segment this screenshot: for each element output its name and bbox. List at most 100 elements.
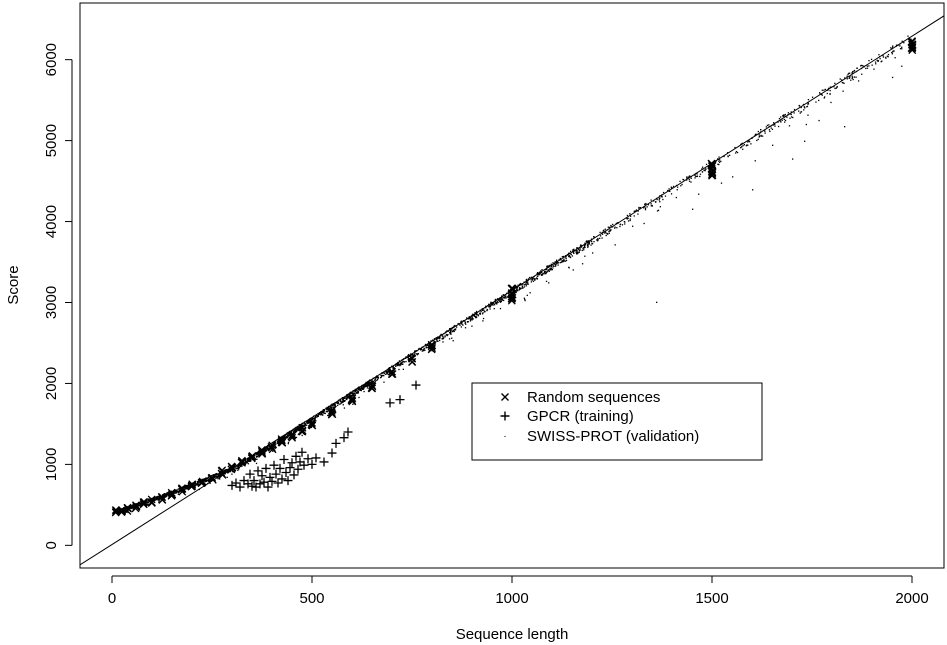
swiss-prot-point (849, 77, 851, 79)
swiss-prot-point (504, 295, 507, 298)
swiss-prot-point (842, 81, 844, 84)
swiss-prot-point (440, 333, 442, 336)
swiss-prot-point (745, 145, 748, 147)
random-sequence-point (147, 498, 156, 507)
swiss-prot-point (318, 413, 321, 415)
swiss-prot-point (493, 302, 495, 304)
swiss-prot-point (496, 298, 499, 300)
swiss-prot-point (250, 460, 252, 462)
swiss-prot-point (747, 141, 749, 143)
swiss-prot-point (517, 289, 519, 291)
swiss-prot-point (217, 478, 219, 480)
swiss-prot-point (576, 250, 578, 252)
random-sequence-point (228, 463, 237, 472)
swiss-prot-point (545, 269, 547, 271)
swiss-prot-point (669, 190, 671, 193)
swiss-prot-point (527, 281, 529, 283)
swiss-prot-point (345, 398, 347, 400)
swiss-prot-point (535, 277, 538, 279)
swiss-prot-point (524, 299, 526, 302)
swiss-prot-point (848, 72, 850, 75)
swiss-prot-point (629, 215, 632, 217)
swiss-prot-point (748, 140, 750, 143)
swiss-prot-point (792, 116, 794, 119)
swiss-prot-point (397, 363, 400, 365)
swiss-prot-point (758, 134, 760, 136)
swiss-prot-point (501, 298, 503, 300)
swiss-prot-point (515, 289, 517, 292)
swiss-prot-point (414, 352, 416, 354)
swiss-prot-point (546, 271, 549, 273)
swiss-prot-point (579, 249, 581, 251)
swiss-prot-point (786, 116, 788, 118)
swiss-prot-point (321, 410, 324, 413)
swiss-prot-point (407, 356, 409, 359)
swiss-prot-point (821, 89, 823, 91)
swiss-prot-point (455, 328, 457, 330)
swiss-prot-point (275, 446, 277, 449)
swiss-prot-point (743, 144, 746, 146)
swiss-prot-point (610, 225, 612, 227)
swiss-prot-point (444, 336, 446, 338)
swiss-prot-point (469, 317, 471, 319)
swiss-prot-point (537, 273, 539, 276)
swiss-prot-point (403, 361, 406, 363)
swiss-prot-point (247, 463, 250, 465)
swiss-prot-point (320, 412, 322, 414)
gpcr-point (293, 464, 303, 474)
swiss-prot-point (629, 218, 631, 220)
swiss-prot-point (375, 376, 377, 379)
swiss-prot-point (679, 180, 681, 183)
swiss-prot-point (452, 329, 454, 331)
swiss-prot-point (805, 123, 808, 126)
swiss-prot-point (366, 385, 369, 387)
random-sequence-point (123, 507, 132, 515)
swiss-prot-point (420, 348, 422, 350)
swiss-prot-point (569, 250, 572, 253)
swiss-prot-point (386, 370, 389, 373)
swiss-prot-point (411, 353, 414, 356)
swiss-prot-point (244, 460, 247, 462)
swiss-prot-point (499, 300, 501, 303)
swiss-prot-point (465, 323, 467, 325)
random-sequence-point (367, 383, 376, 392)
random-sequence-point (157, 492, 166, 501)
swiss-prot-point (195, 482, 197, 485)
swiss-prot-point (371, 381, 373, 383)
swiss-prot-point (517, 284, 519, 286)
swiss-prot-point (526, 294, 528, 296)
swiss-prot-point (718, 160, 720, 162)
swiss-prot-point (392, 367, 394, 370)
swiss-prot-point (769, 130, 771, 133)
swiss-prot-point (563, 260, 565, 262)
swiss-prot-point (499, 307, 502, 310)
swiss-prot-point (384, 373, 387, 375)
random-sequence-point (238, 457, 247, 466)
swiss-prot-point (287, 435, 289, 438)
swiss-prot-point (130, 507, 133, 510)
swiss-prot-point (342, 400, 345, 402)
swiss-prot-point (720, 182, 723, 184)
swiss-prot-point (523, 286, 526, 288)
gpcr-point (283, 476, 293, 486)
swiss-prot-point (520, 287, 522, 289)
swiss-prot-point (211, 474, 213, 477)
swiss-prot-point (573, 248, 575, 251)
swiss-prot-point (718, 161, 721, 163)
swiss-prot-point (187, 484, 189, 487)
swiss-prot-point (626, 217, 628, 220)
swiss-prot-point (382, 374, 384, 377)
swiss-prot-point (483, 311, 486, 313)
swiss-prot-point (578, 248, 580, 250)
gpcr-point (385, 398, 395, 408)
swiss-prot-point (392, 366, 394, 368)
swiss-prot-point (633, 210, 635, 213)
random-sequence-point (307, 418, 316, 427)
swiss-prot-point (584, 244, 587, 246)
swiss-prot-point (175, 491, 178, 494)
swiss-prot-point (887, 56, 889, 58)
swiss-prot-point (638, 207, 640, 209)
swiss-prot-point (899, 45, 901, 47)
swiss-prot-point (639, 206, 642, 209)
swiss-prot-point (562, 259, 564, 262)
